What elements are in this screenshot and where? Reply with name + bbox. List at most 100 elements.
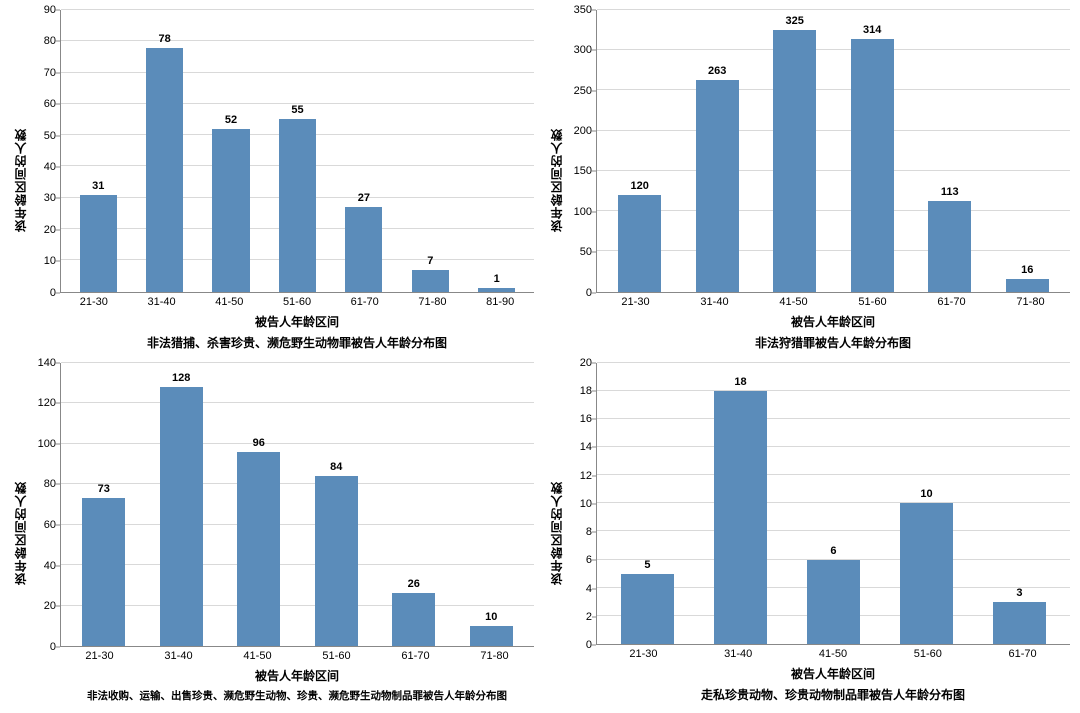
x-tick: 31-40 [139, 647, 218, 667]
y-tick: 140 [38, 357, 56, 369]
y-tick: 10 [580, 498, 592, 510]
plot-area: 5 18 6 10 3 [596, 363, 1070, 646]
x-axis-label: 被告人年龄区间 [596, 665, 1070, 682]
bar: 10 [470, 626, 513, 646]
bar-slot: 26 [375, 363, 453, 647]
y-tick: 16 [580, 413, 592, 425]
chart-panel-3: 该年龄区间的人数02040608010012014073128968426102… [10, 363, 534, 704]
y-tick: 300 [574, 44, 592, 56]
bar-slot: 128 [143, 363, 221, 647]
chart-panel-1: 该年龄区间的人数01020304050607080903178525527712… [10, 10, 534, 351]
x-tick: 31-40 [128, 293, 196, 313]
bar-value-label: 10 [920, 488, 932, 500]
bar-slot: 1 [464, 10, 530, 292]
bar-slot: 6 [787, 363, 880, 645]
bar-slot: 31 [65, 10, 131, 292]
x-tick: 51-60 [263, 293, 331, 313]
bar-value-label: 27 [358, 192, 370, 204]
y-tick: 70 [44, 67, 56, 79]
bar-slot: 73 [65, 363, 143, 647]
x-tick: 61-70 [376, 647, 455, 667]
x-tick: 61-70 [331, 293, 399, 313]
y-tick: 20 [44, 600, 56, 612]
x-tick: 41-50 [754, 293, 833, 313]
bar: 96 [237, 452, 280, 646]
bar-value-label: 96 [253, 437, 265, 449]
bar: 263 [696, 80, 739, 292]
bar: 31 [80, 195, 117, 292]
chart-title: 走私珍贵动物、珍贵动物制品罪被告人年龄分布图 [596, 686, 1070, 703]
x-tick: 51-60 [880, 645, 975, 665]
bar-value-label: 18 [734, 376, 746, 388]
plot-area: 120 263 325 314 113 16 [596, 10, 1070, 293]
bar-slot: 78 [131, 10, 197, 292]
x-axis: 21-3031-4041-5051-6061-70 [596, 645, 1070, 665]
y-tick: 100 [574, 206, 592, 218]
bar-value-label: 16 [1021, 264, 1033, 276]
bar: 52 [212, 129, 249, 292]
bar: 113 [928, 201, 971, 292]
y-tick: 350 [574, 4, 592, 16]
bar: 3 [993, 602, 1045, 644]
chart-panel-2: 该年龄区间的人数05010015020025030035012026332531… [546, 10, 1070, 351]
y-tick: 18 [580, 385, 592, 397]
y-tick: 80 [44, 478, 56, 490]
x-tick: 21-30 [596, 645, 691, 665]
x-axis: 21-3031-4041-5051-6061-7071-80 [60, 647, 534, 667]
y-tick: 12 [580, 470, 592, 482]
x-axis: 21-3031-4041-5051-6061-7071-80 [596, 293, 1070, 313]
bar-value-label: 5 [644, 559, 650, 571]
y-tick: 80 [44, 35, 56, 47]
y-axis: 02468101214161820 [566, 363, 596, 646]
x-tick: 81-90 [466, 293, 534, 313]
plot-area: 7312896842610 [60, 363, 534, 648]
bar: 78 [146, 48, 183, 292]
bar-slot: 10 [880, 363, 973, 645]
y-tick: 60 [44, 98, 56, 110]
y-tick: 10 [44, 255, 56, 267]
bar-value-label: 128 [172, 372, 190, 384]
bar: 314 [851, 39, 894, 292]
y-tick: 20 [44, 224, 56, 236]
bar-value-label: 10 [485, 611, 497, 623]
x-tick: 31-40 [691, 645, 786, 665]
bar: 84 [315, 476, 358, 646]
bar-slot: 263 [679, 10, 757, 292]
bar-value-label: 31 [92, 180, 104, 192]
y-tick: 40 [44, 161, 56, 173]
bar: 73 [82, 498, 125, 646]
bar-slot: 16 [989, 10, 1067, 292]
bar-slot: 55 [264, 10, 330, 292]
bar-value-label: 325 [786, 15, 804, 27]
y-axis-label: 该年龄区间的人数 [548, 481, 565, 585]
bar-value-label: 6 [830, 545, 836, 557]
x-tick: 71-80 [991, 293, 1070, 313]
y-tick: 60 [44, 519, 56, 531]
x-axis: 21-3031-4041-5051-6061-7071-8081-90 [60, 293, 534, 313]
x-tick: 61-70 [975, 645, 1070, 665]
x-tick: 31-40 [675, 293, 754, 313]
bar-slot: 3 [973, 363, 1066, 645]
bar: 5 [621, 574, 673, 644]
y-tick: 30 [44, 192, 56, 204]
bar-value-label: 7 [427, 255, 433, 267]
x-tick: 21-30 [60, 647, 139, 667]
y-tick: 250 [574, 85, 592, 97]
x-tick: 61-70 [912, 293, 991, 313]
bar-value-label: 84 [330, 461, 342, 473]
bar-slot: 7 [397, 10, 463, 292]
bar-value-label: 3 [1016, 587, 1022, 599]
y-tick: 120 [38, 397, 56, 409]
x-tick: 71-80 [455, 647, 534, 667]
x-axis-label: 被告人年龄区间 [596, 313, 1070, 330]
bar-value-label: 52 [225, 114, 237, 126]
y-axis: 0102030405060708090 [30, 10, 60, 293]
bar: 120 [618, 195, 661, 292]
y-tick: 50 [580, 246, 592, 258]
bar-value-label: 113 [941, 186, 959, 198]
bar-value-label: 314 [863, 24, 881, 36]
x-tick: 71-80 [399, 293, 467, 313]
y-axis-label: 该年龄区间的人数 [12, 481, 29, 585]
plot-area: 317852552771 [60, 10, 534, 293]
bar-slot: 314 [834, 10, 912, 292]
